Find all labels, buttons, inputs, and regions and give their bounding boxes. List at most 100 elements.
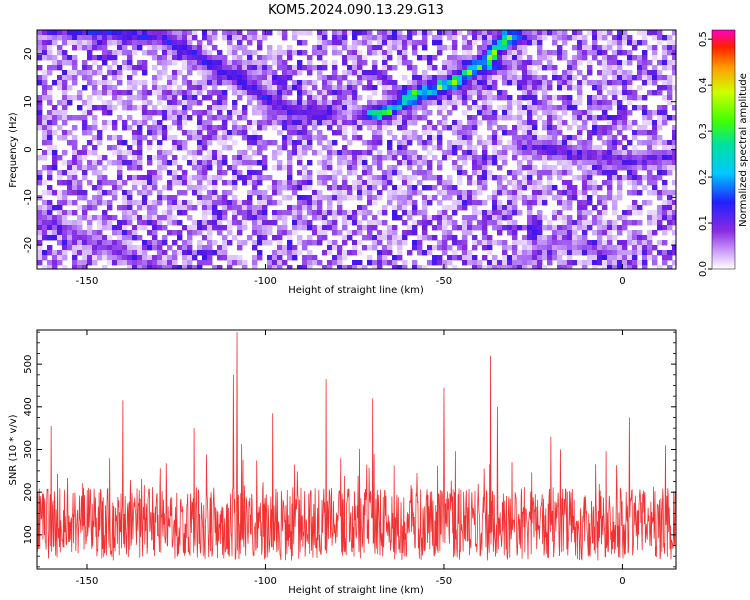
heatmap-cell: [67, 170, 73, 176]
heatmap-cell: [57, 115, 63, 121]
heatmap-cell: [67, 140, 73, 146]
heatmap-cell: [297, 130, 303, 136]
heatmap-cell: [612, 200, 618, 206]
heatmap-cell: [622, 160, 628, 166]
heatmap-cell: [172, 240, 178, 246]
heatmap-cell: [277, 210, 283, 216]
heatmap-cell: [67, 115, 73, 121]
heatmap-cell: [362, 105, 368, 111]
heatmap-cell: [587, 30, 593, 36]
heatmap-cell: [547, 255, 553, 261]
heatmap-cell: [652, 80, 658, 86]
heatmap-cell: [117, 170, 123, 176]
heatmap-cell: [622, 155, 628, 161]
heatmap-cell: [627, 50, 633, 56]
heatmap-cell: [392, 265, 398, 269]
heatmap-cell: [132, 200, 138, 206]
heatmap-cell: [157, 145, 163, 151]
heatmap-cell: [382, 90, 388, 96]
heatmap-cell: [627, 150, 633, 156]
heatmap-cell: [257, 120, 263, 126]
heatmap-cell: [662, 80, 668, 86]
heatmap-cell: [337, 85, 343, 91]
heatmap-cell: [152, 35, 158, 41]
heatmap-cell: [402, 95, 408, 101]
heatmap-cell: [287, 185, 293, 191]
heatmap-cell: [132, 30, 138, 36]
heatmap-cell: [532, 250, 538, 256]
heatmap-cell: [202, 120, 208, 126]
heatmap-cell: [667, 190, 673, 196]
heatmap-cell: [292, 100, 298, 106]
heatmap-cell: [642, 80, 648, 86]
heatmap-cell: [247, 60, 253, 66]
heatmap-cell: [482, 215, 488, 221]
heatmap-cell: [412, 90, 418, 96]
heatmap-cell: [562, 230, 568, 236]
heatmap-cell: [242, 60, 248, 66]
heatmap-cell: [477, 60, 483, 66]
heatmap-cell: [482, 60, 488, 66]
heatmap-cell: [647, 135, 653, 141]
heatmap-cell: [217, 175, 223, 181]
heatmap-cell: [607, 225, 613, 231]
heatmap-cell: [592, 180, 598, 186]
heatmap-cell: [97, 185, 103, 191]
heatmap-cell: [667, 155, 673, 161]
heatmap-cell: [357, 30, 363, 36]
heatmap-cell: [287, 140, 293, 146]
heatmap-cell: [467, 45, 473, 51]
heatmap-cell: [162, 240, 168, 246]
heatmap-cell: [492, 215, 498, 221]
heatmap-cell: [582, 110, 588, 116]
heatmap-cell: [492, 210, 498, 216]
heatmap-cell: [297, 125, 303, 131]
heatmap-cell: [627, 230, 633, 236]
heatmap-cell: [47, 40, 53, 46]
heatmap-cell: [452, 235, 458, 241]
heatmap-cell: [612, 145, 618, 151]
heatmap-cell: [172, 110, 178, 116]
heatmap-cell: [367, 50, 373, 56]
heatmap-cell: [422, 85, 428, 91]
heatmap-cell: [357, 115, 363, 121]
heatmap-cell: [187, 40, 193, 46]
heatmap-cell: [397, 200, 403, 206]
heatmap-cell: [427, 220, 433, 226]
heatmap-cell: [312, 255, 318, 261]
heatmap-cell: [227, 190, 233, 196]
heatmap-cell: [257, 145, 263, 151]
heatmap-cell: [207, 255, 213, 261]
heatmap-cell: [587, 80, 593, 86]
heatmap-cell: [112, 160, 118, 166]
heatmap-cell: [542, 35, 548, 41]
heatmap-cell: [462, 220, 468, 226]
heatmap-cell: [57, 170, 63, 176]
heatmap-cell: [302, 165, 308, 171]
heatmap-cell: [137, 165, 143, 171]
heatmap-cell: [617, 150, 623, 156]
heatmap-cell: [237, 245, 243, 251]
heatmap-y-tick-label: -10: [23, 189, 34, 205]
heatmap-cell: [482, 50, 488, 56]
heatmap-cell: [367, 165, 373, 171]
heatmap-cell: [107, 260, 113, 266]
heatmap-cell: [482, 140, 488, 146]
heatmap-cell: [372, 105, 378, 111]
heatmap-cell: [542, 65, 548, 71]
heatmap-cell: [562, 150, 568, 156]
heatmap-cell: [422, 175, 428, 181]
heatmap-cell: [222, 250, 228, 256]
heatmap-cell: [182, 170, 188, 176]
heatmap-cell: [452, 35, 458, 41]
heatmap-cell: [132, 155, 138, 161]
heatmap-cell: [137, 220, 143, 226]
heatmap-cell: [227, 80, 233, 86]
heatmap-cell: [617, 175, 623, 181]
heatmap-cell: [252, 30, 258, 36]
heatmap-cell: [487, 85, 493, 91]
heatmap-cell: [447, 215, 453, 221]
heatmap-cell: [627, 120, 633, 126]
heatmap-cell: [412, 170, 418, 176]
heatmap-cell: [57, 45, 63, 51]
